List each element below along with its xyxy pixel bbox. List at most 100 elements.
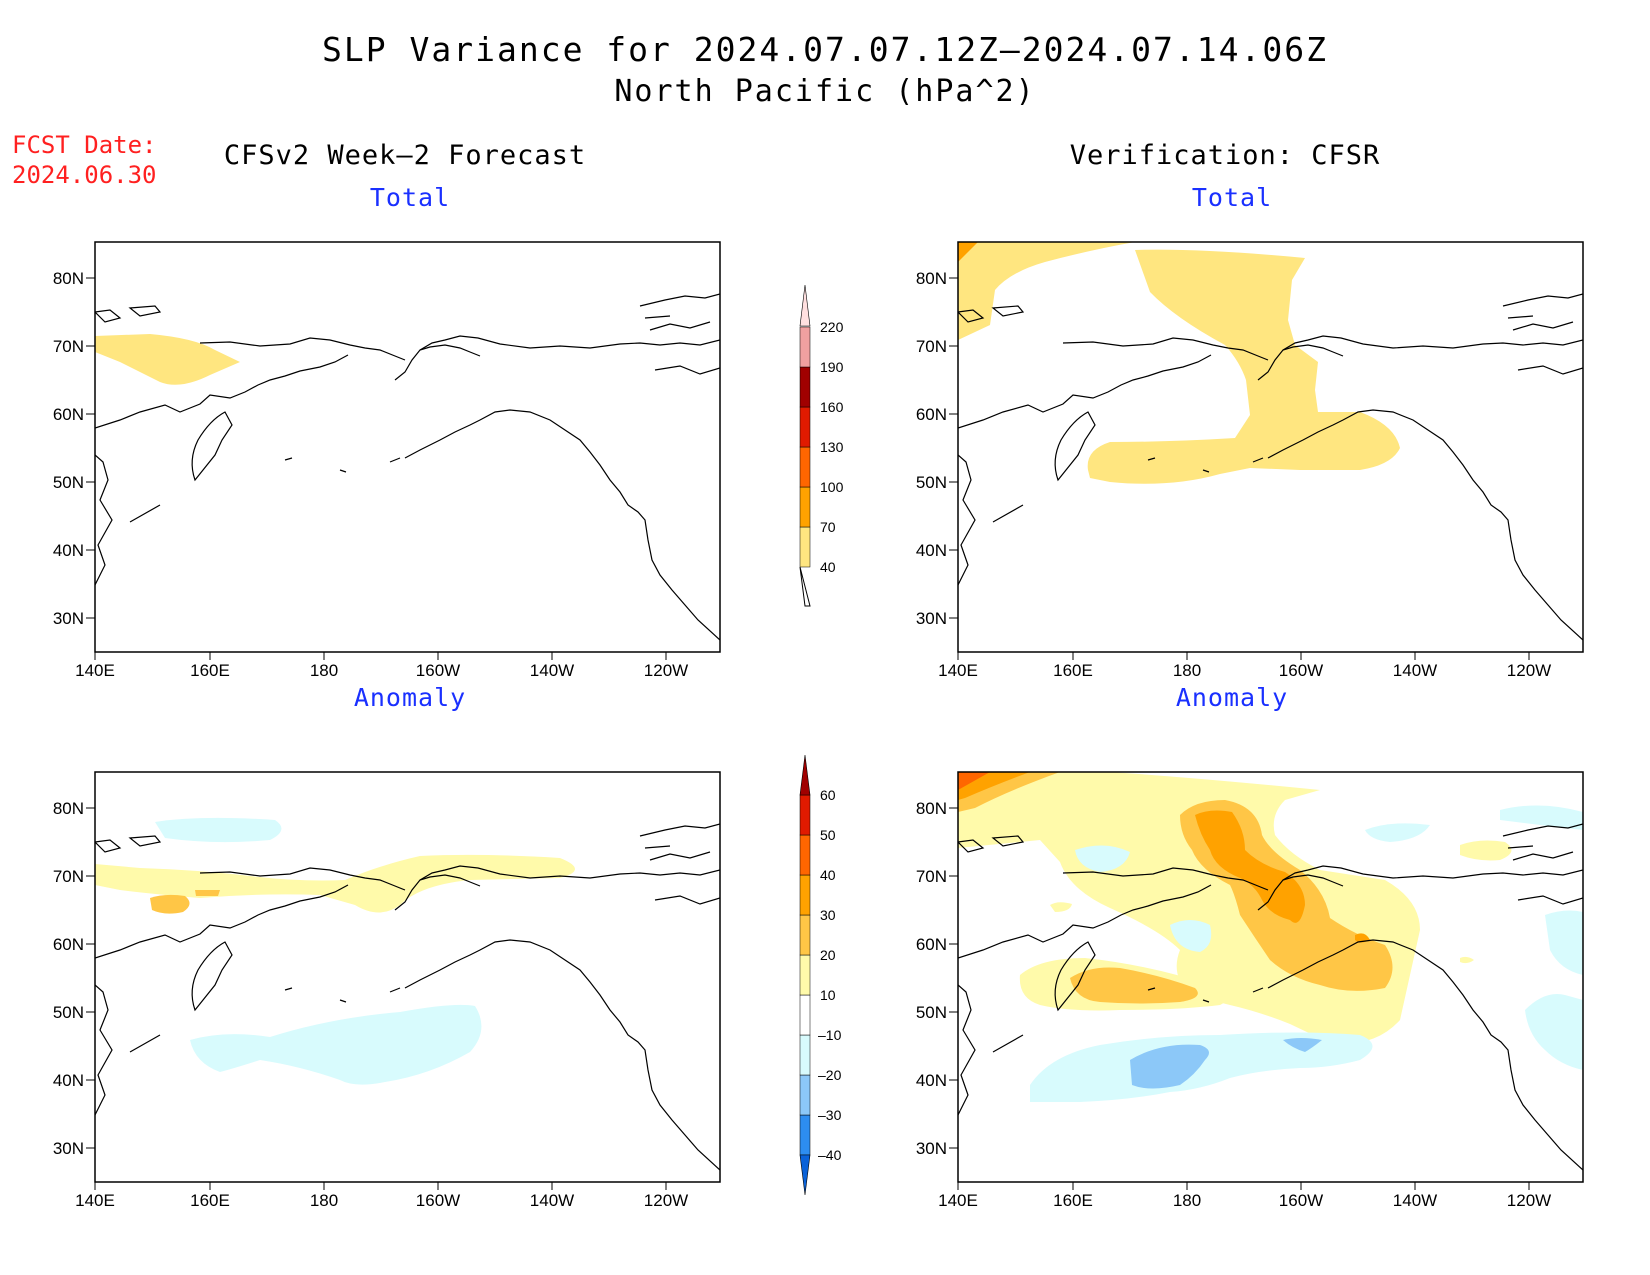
colorbar-total: 40 70 100 130 160 190 220 <box>799 284 844 607</box>
anomaly-contour-minus10 <box>1075 845 1130 872</box>
lat-label: 70N <box>53 867 84 886</box>
colorbar-anomaly-segment <box>799 1074 811 1116</box>
colorbar-anomaly-upper-tail <box>799 754 811 796</box>
colorbar-anomaly-label: –10 <box>818 1027 842 1043</box>
colorbar-anomaly: –40 –30 –20 –10 10 20 30 40 50 60 <box>799 754 842 1196</box>
anomaly-contour-minus10 <box>1030 1032 1373 1102</box>
colorbar-anomaly-segment <box>799 834 811 876</box>
lat-label: 70N <box>916 867 947 886</box>
lon-label: 160W <box>416 1191 460 1210</box>
variance-contour-40 <box>1087 249 1400 484</box>
lat-label: 70N <box>916 337 947 356</box>
lon-label: 140E <box>75 661 115 680</box>
anomaly-contour-plus20 <box>1070 967 1198 1004</box>
coastline <box>958 823 1583 1171</box>
colorbar-anomaly-label: –40 <box>818 1147 842 1163</box>
colorbar-total-label: 70 <box>820 519 836 535</box>
colorbar-anomaly-label: 10 <box>820 987 836 1003</box>
lon-label: 160E <box>1053 1191 1093 1210</box>
panel-title-forecast-total: Total <box>369 183 451 212</box>
lat-label: 80N <box>53 269 84 288</box>
colorbar-total-segment <box>799 366 811 408</box>
panel-title-verification-anomaly: Anomaly <box>1175 683 1289 712</box>
anomaly-contour-plus20 <box>195 890 220 896</box>
colorbar-total-segment <box>799 526 811 568</box>
lat-label: 50N <box>53 473 84 492</box>
lon-label: 160W <box>1279 1191 1323 1210</box>
anomaly-contour-minus10 <box>1170 920 1212 952</box>
lon-label: 120W <box>1507 661 1551 680</box>
colorbar-anomaly-label: 20 <box>820 947 836 963</box>
lat-label: 50N <box>916 473 947 492</box>
anomaly-contour-minus10 <box>155 817 282 843</box>
anomaly-contour-plus30 <box>1355 933 1370 943</box>
lon-label: 140E <box>938 1191 978 1210</box>
anomaly-contour-plus40 <box>958 772 990 790</box>
lon-label: 160E <box>190 661 230 680</box>
anomaly-contour-plus20 <box>150 894 190 914</box>
anomaly-contour-minus10 <box>190 1004 482 1085</box>
colorbar-anomaly-label: –20 <box>818 1067 842 1083</box>
lon-label: 140W <box>1393 1191 1437 1210</box>
lon-label: 160W <box>416 661 460 680</box>
lon-label: 140W <box>530 1191 574 1210</box>
lat-label: 30N <box>53 609 84 628</box>
lat-axis <box>86 277 95 619</box>
fcst-date-value: 2024.06.30 <box>12 161 157 189</box>
map-panel-verification-anomaly: 80N 70N 60N 50N 40N 30N 140E 160E 180 16… <box>916 771 1584 1210</box>
colorbar-total-label: 190 <box>820 359 844 375</box>
map-panel-forecast-total: 80N 70N 60N 50N 40N 30N 140E 160E 180 16… <box>53 241 721 680</box>
lat-label: 60N <box>53 405 84 424</box>
panel-title-verification-total: Total <box>1191 183 1273 212</box>
lon-label: 160E <box>190 1191 230 1210</box>
lat-label: 60N <box>916 935 947 954</box>
lon-label: 120W <box>644 661 688 680</box>
lat-label: 30N <box>916 1139 947 1158</box>
lat-label: 40N <box>916 1071 947 1090</box>
anomaly-contour-plus10 <box>1460 956 1474 964</box>
colorbar-total-segment <box>799 446 811 488</box>
lon-label: 160E <box>1053 661 1093 680</box>
colorbar-anomaly-segment <box>799 1034 811 1076</box>
colorbar-anomaly-segment <box>799 1114 811 1156</box>
lat-label: 80N <box>916 269 947 288</box>
colorbar-anomaly-lower-tail <box>799 1154 811 1196</box>
colorbar-total-label: 130 <box>820 439 844 455</box>
colorbar-total-lower-tail <box>799 566 811 607</box>
colorbar-total-label: 40 <box>820 559 836 575</box>
anomaly-contour-minus10 <box>1365 823 1430 842</box>
anomaly-contour-plus10 <box>1050 902 1072 912</box>
colorbar-total-label: 100 <box>820 479 844 495</box>
lat-label: 30N <box>53 1139 84 1158</box>
colorbar-anomaly-label: –30 <box>818 1107 842 1123</box>
lon-label: 180 <box>310 1191 338 1210</box>
main-title: SLP Variance for 2024.07.07.12Z—2024.07.… <box>322 30 1328 69</box>
colorbar-total-segment <box>799 406 811 448</box>
anomaly-contour-minus20 <box>1283 1038 1322 1052</box>
variance-contour-70 <box>958 242 978 262</box>
lon-label: 140W <box>530 661 574 680</box>
anomaly-contour-plus10 <box>95 854 575 913</box>
colorbar-anomaly-segment <box>799 994 811 1036</box>
colorbar-anomaly-label: 50 <box>820 827 836 843</box>
lon-label: 140E <box>75 1191 115 1210</box>
fcst-date-label: FCST Date: <box>12 131 157 159</box>
variance-contour-40 <box>95 334 240 385</box>
lon-label: 120W <box>1507 1191 1551 1210</box>
lat-label: 80N <box>53 799 84 818</box>
colorbar-total-label: 160 <box>820 399 844 415</box>
lat-label: 40N <box>916 541 947 560</box>
map-panel-verification-total: 80N 70N 60N 50N 40N 30N 140E 160E 180 16… <box>916 241 1584 680</box>
colorbar-total-label: 220 <box>820 319 844 335</box>
anomaly-contour-minus10 <box>1525 994 1583 1070</box>
lon-label: 180 <box>1173 1191 1201 1210</box>
coastline <box>958 293 1583 641</box>
anomaly-contour-plus10 <box>1460 840 1512 861</box>
lat-label: 50N <box>53 1003 84 1022</box>
colorbar-anomaly-segment <box>799 914 811 956</box>
lat-label: 30N <box>916 609 947 628</box>
lon-label: 160W <box>1279 661 1323 680</box>
main-subtitle: North Pacific (hPa^2) <box>614 74 1036 109</box>
colorbar-anomaly-label: 30 <box>820 907 836 923</box>
